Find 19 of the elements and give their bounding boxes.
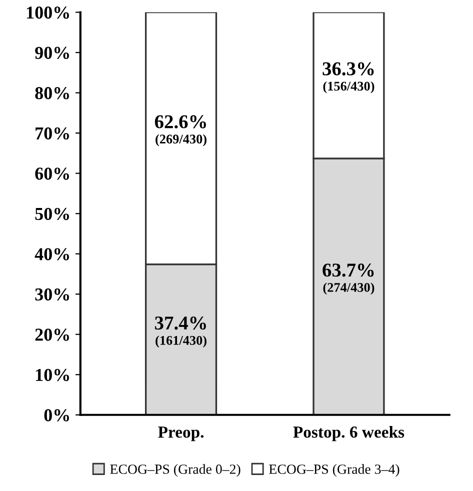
y-tick-label: 90% <box>35 46 69 60</box>
y-tick-label: 30% <box>35 288 69 301</box>
y-tick-label: 40% <box>34 248 69 260</box>
data-label: 37.4% (161/430) <box>155 316 206 348</box>
data-label: 62.6% (269/430) <box>154 115 206 146</box>
y-tick-label: 100% <box>26 6 69 19</box>
data-label: 63.7% (274/430) <box>322 264 374 295</box>
y-tick-label: 0% <box>44 409 69 422</box>
y-tick-label: 70% <box>36 127 69 140</box>
x-tick-label: Postop. 6 weeks <box>293 426 404 442</box>
x-tick-label: Preop. <box>158 426 204 442</box>
data-label: 36.3% (156/430) <box>322 62 374 94</box>
y-tick-label: 60% <box>35 168 69 180</box>
legend-label: ECOG–PS (Grade 0–2) <box>110 464 240 477</box>
y-tick-label: 20% <box>35 328 69 341</box>
legend-label: ECOG–PS (Grade 3–4) <box>269 464 400 477</box>
y-tick-label: 10% <box>36 368 69 382</box>
y-tick-label: 50% <box>35 208 69 220</box>
y-tick-label: 80% <box>35 87 69 100</box>
